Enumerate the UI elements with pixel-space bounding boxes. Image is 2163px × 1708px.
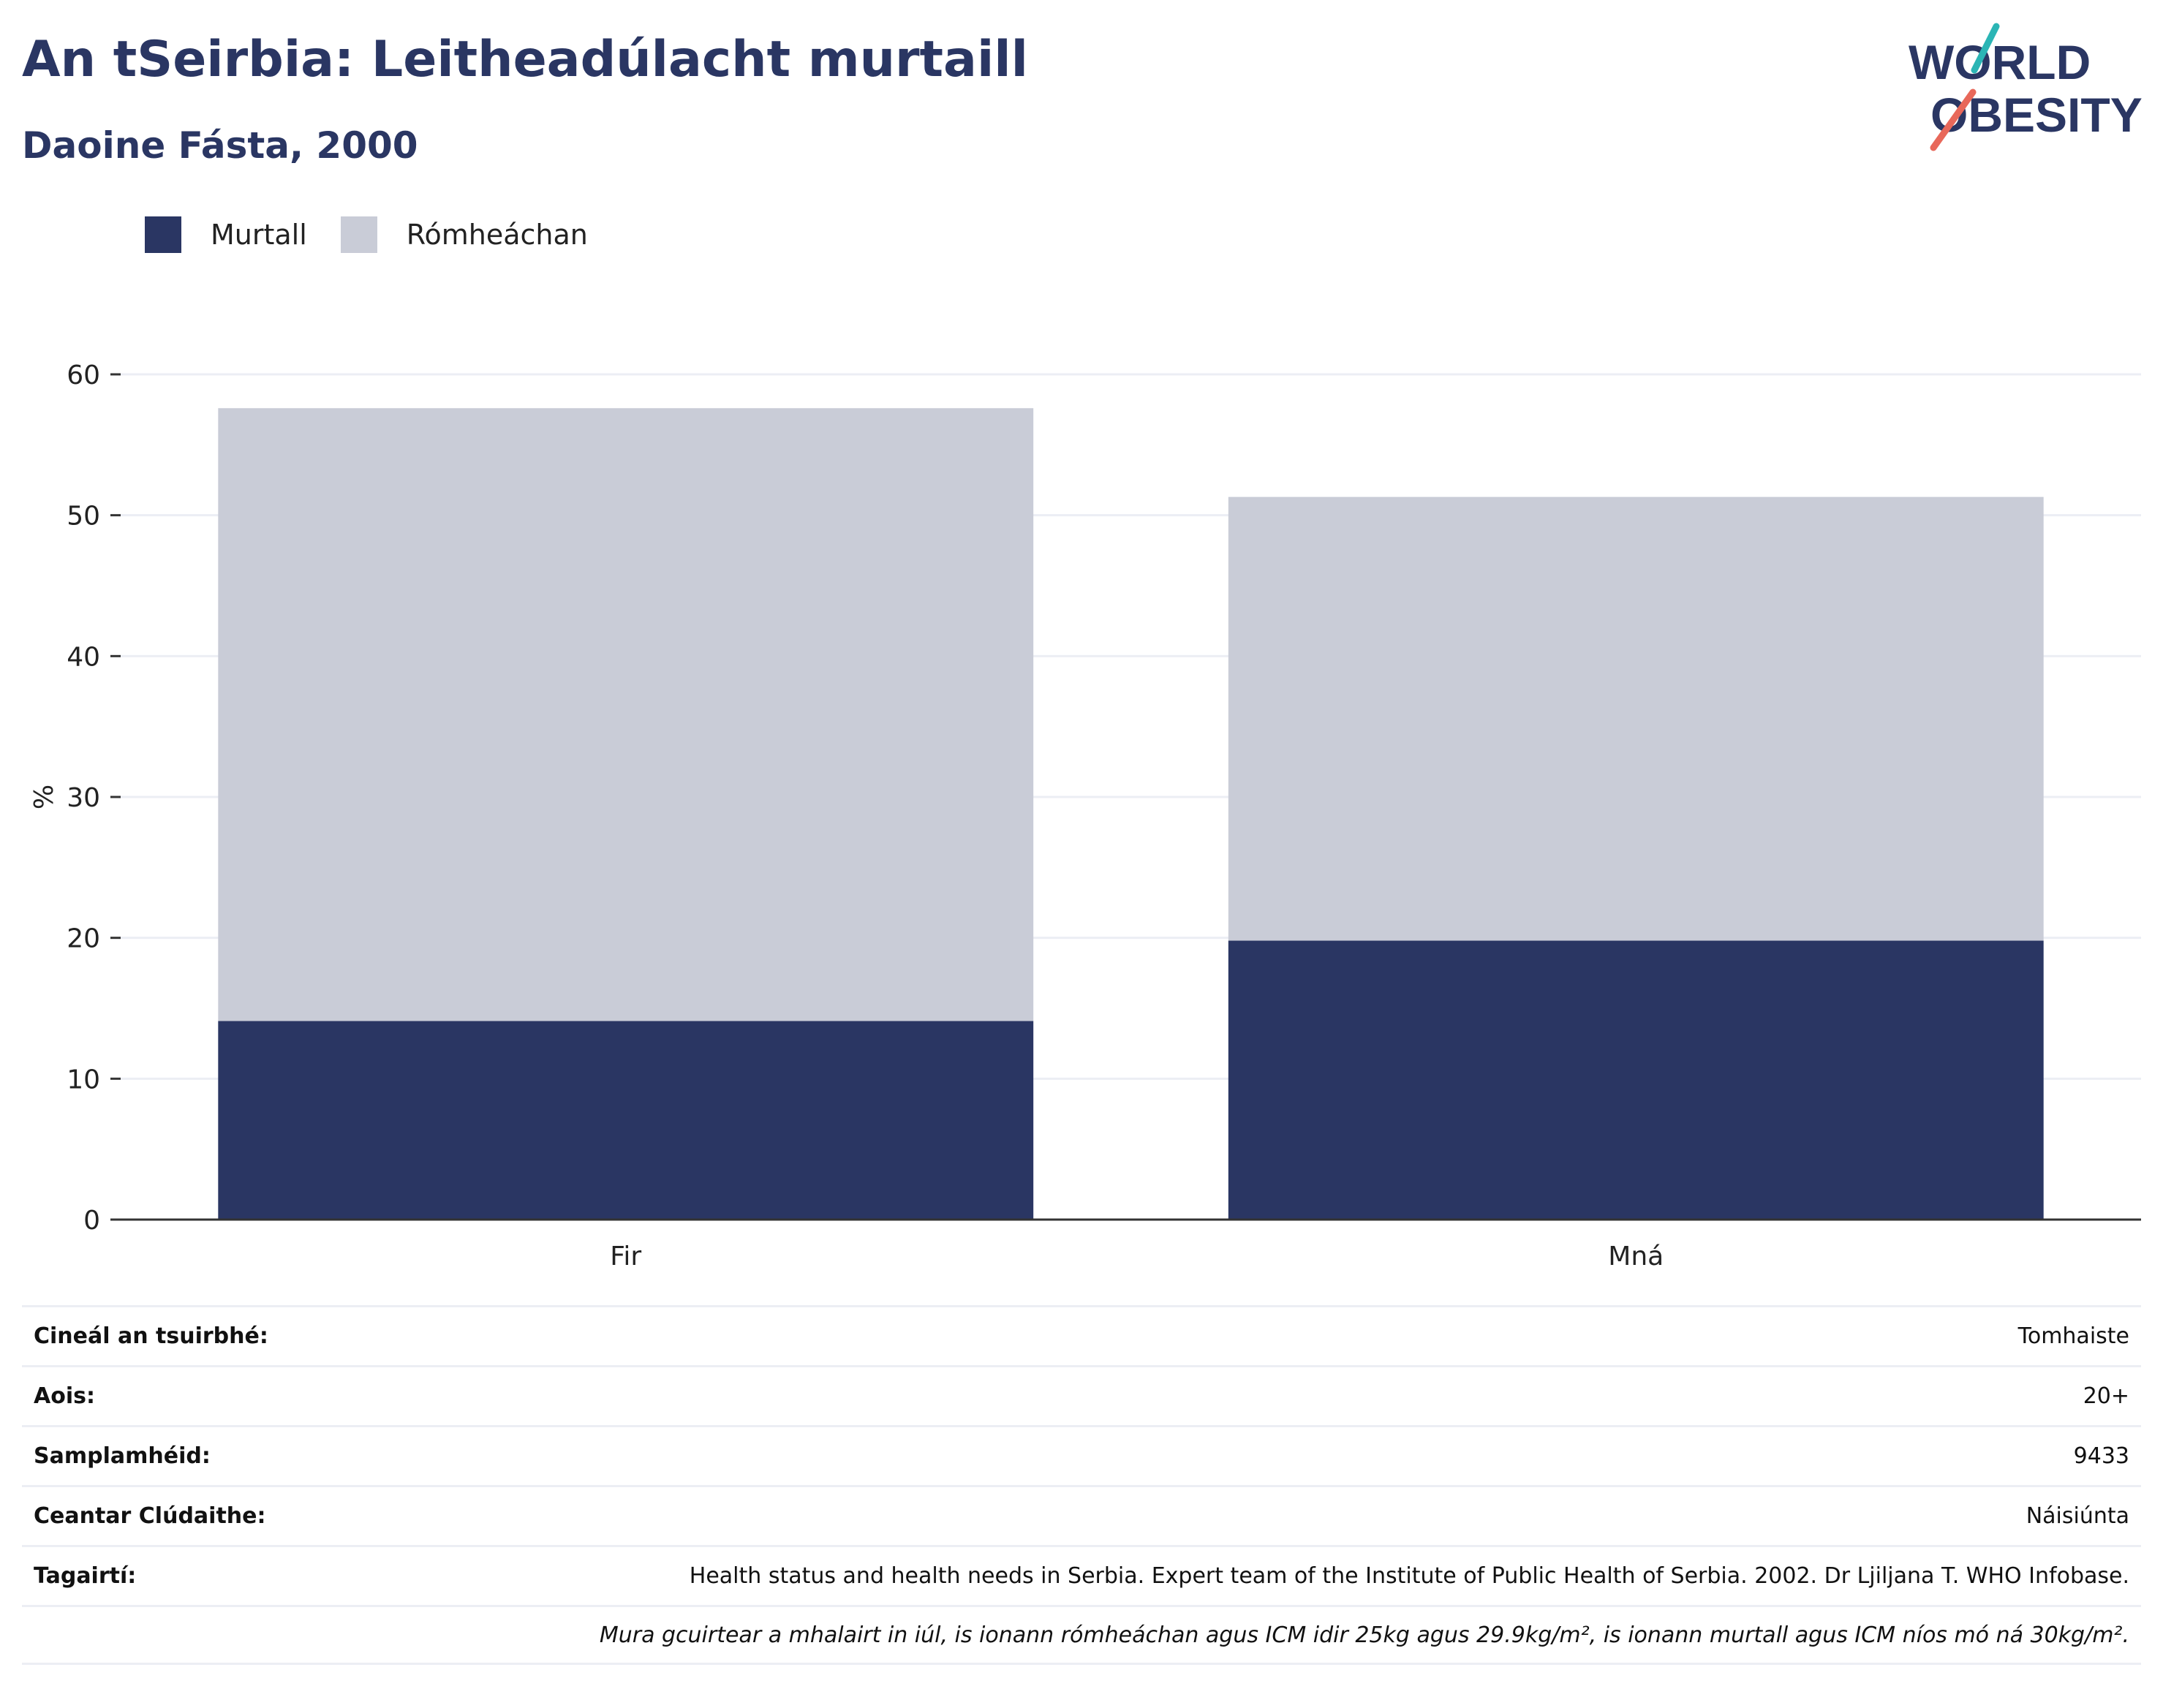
x-tick-label: Mná <box>1608 1242 1664 1271</box>
logo-line1: WORLD <box>1909 35 2091 89</box>
bar-obese-1[interactable] <box>218 1021 1034 1220</box>
world-obesity-logo: WORLD OBESITY <box>1909 23 2143 151</box>
info-label-age: Aois: <box>34 1383 95 1409</box>
bar-layer <box>218 408 2044 1220</box>
info-value-sample-size: 9433 <box>2073 1443 2129 1469</box>
y-tick-label: 30 <box>67 783 100 813</box>
info-row-references: Tagairtí: Health status and health needs… <box>22 1545 2141 1605</box>
y-tick-label: 60 <box>67 360 100 390</box>
info-label-sample-size: Samplamhéid: <box>34 1443 211 1469</box>
definition-note: Mura gcuirtear a mhalairt in iúl, is ion… <box>599 1622 2129 1648</box>
axis-layer: 0 10 20 30 40 50 60 Fir Mná% <box>29 360 2141 1271</box>
y-tick-label: 0 <box>83 1206 100 1236</box>
y-tick-label: 20 <box>67 924 100 954</box>
legend-swatch-obese <box>145 216 181 253</box>
y-tick-label: 50 <box>67 502 100 532</box>
info-value-age: 20+ <box>2083 1383 2129 1409</box>
info-row-age: Aois: 20+ <box>22 1365 2141 1425</box>
info-label-area: Ceantar Clúdaithe: <box>34 1503 266 1529</box>
bar-overweight-1[interactable] <box>218 408 1034 1021</box>
info-row-sample-size: Samplamhéid: 9433 <box>22 1425 2141 1485</box>
legend-label-obese: Murtall <box>211 219 307 251</box>
info-value-survey-type: Tomhaiste <box>2017 1323 2129 1349</box>
logo-red-slash <box>1930 88 1977 151</box>
info-value-references: Health status and health needs in Serbia… <box>689 1563 2129 1589</box>
survey-info-table: Cineál an tsuirbhé: Tomhaiste Aois: 20+ … <box>22 1305 2141 1665</box>
bar-overweight-2[interactable] <box>1228 496 2044 941</box>
info-row-note: Mura gcuirtear a mhalairt in iúl, is ion… <box>22 1605 2141 1665</box>
legend-item-obese[interactable]: Murtall <box>145 216 307 253</box>
y-tick-label: 40 <box>67 642 100 672</box>
y-tick-label: 10 <box>67 1065 100 1095</box>
legend-label-overweight: Rómheáchan <box>406 219 588 251</box>
logo-teal-slash <box>1971 23 2000 74</box>
legend-item-overweight[interactable]: Rómheáchan <box>340 216 588 253</box>
chart-subtitle: Daoine Fásta, 2000 <box>22 124 418 167</box>
info-label-references: Tagairtí: <box>34 1563 137 1589</box>
bar-obese-2[interactable] <box>1228 940 2044 1220</box>
logo-line2: OBESITY <box>1930 88 2143 142</box>
chart-title: An tSeirbia: Leitheadúlacht murtaill <box>22 31 1028 88</box>
legend-swatch-overweight <box>340 216 377 253</box>
bar-chart: 0 10 20 30 40 50 60 Fir Mná% <box>29 360 2141 1271</box>
info-row-survey-type: Cineál an tsuirbhé: Tomhaiste <box>22 1305 2141 1365</box>
y-axis-label: % <box>29 785 59 809</box>
legend: Murtall Rómheáchan <box>145 216 622 253</box>
info-row-area: Ceantar Clúdaithe: Náisiúnta <box>22 1485 2141 1545</box>
info-value-area: Náisiúnta <box>2026 1503 2129 1529</box>
x-tick-label: Fir <box>610 1242 641 1271</box>
info-label-survey-type: Cineál an tsuirbhé: <box>34 1323 268 1349</box>
